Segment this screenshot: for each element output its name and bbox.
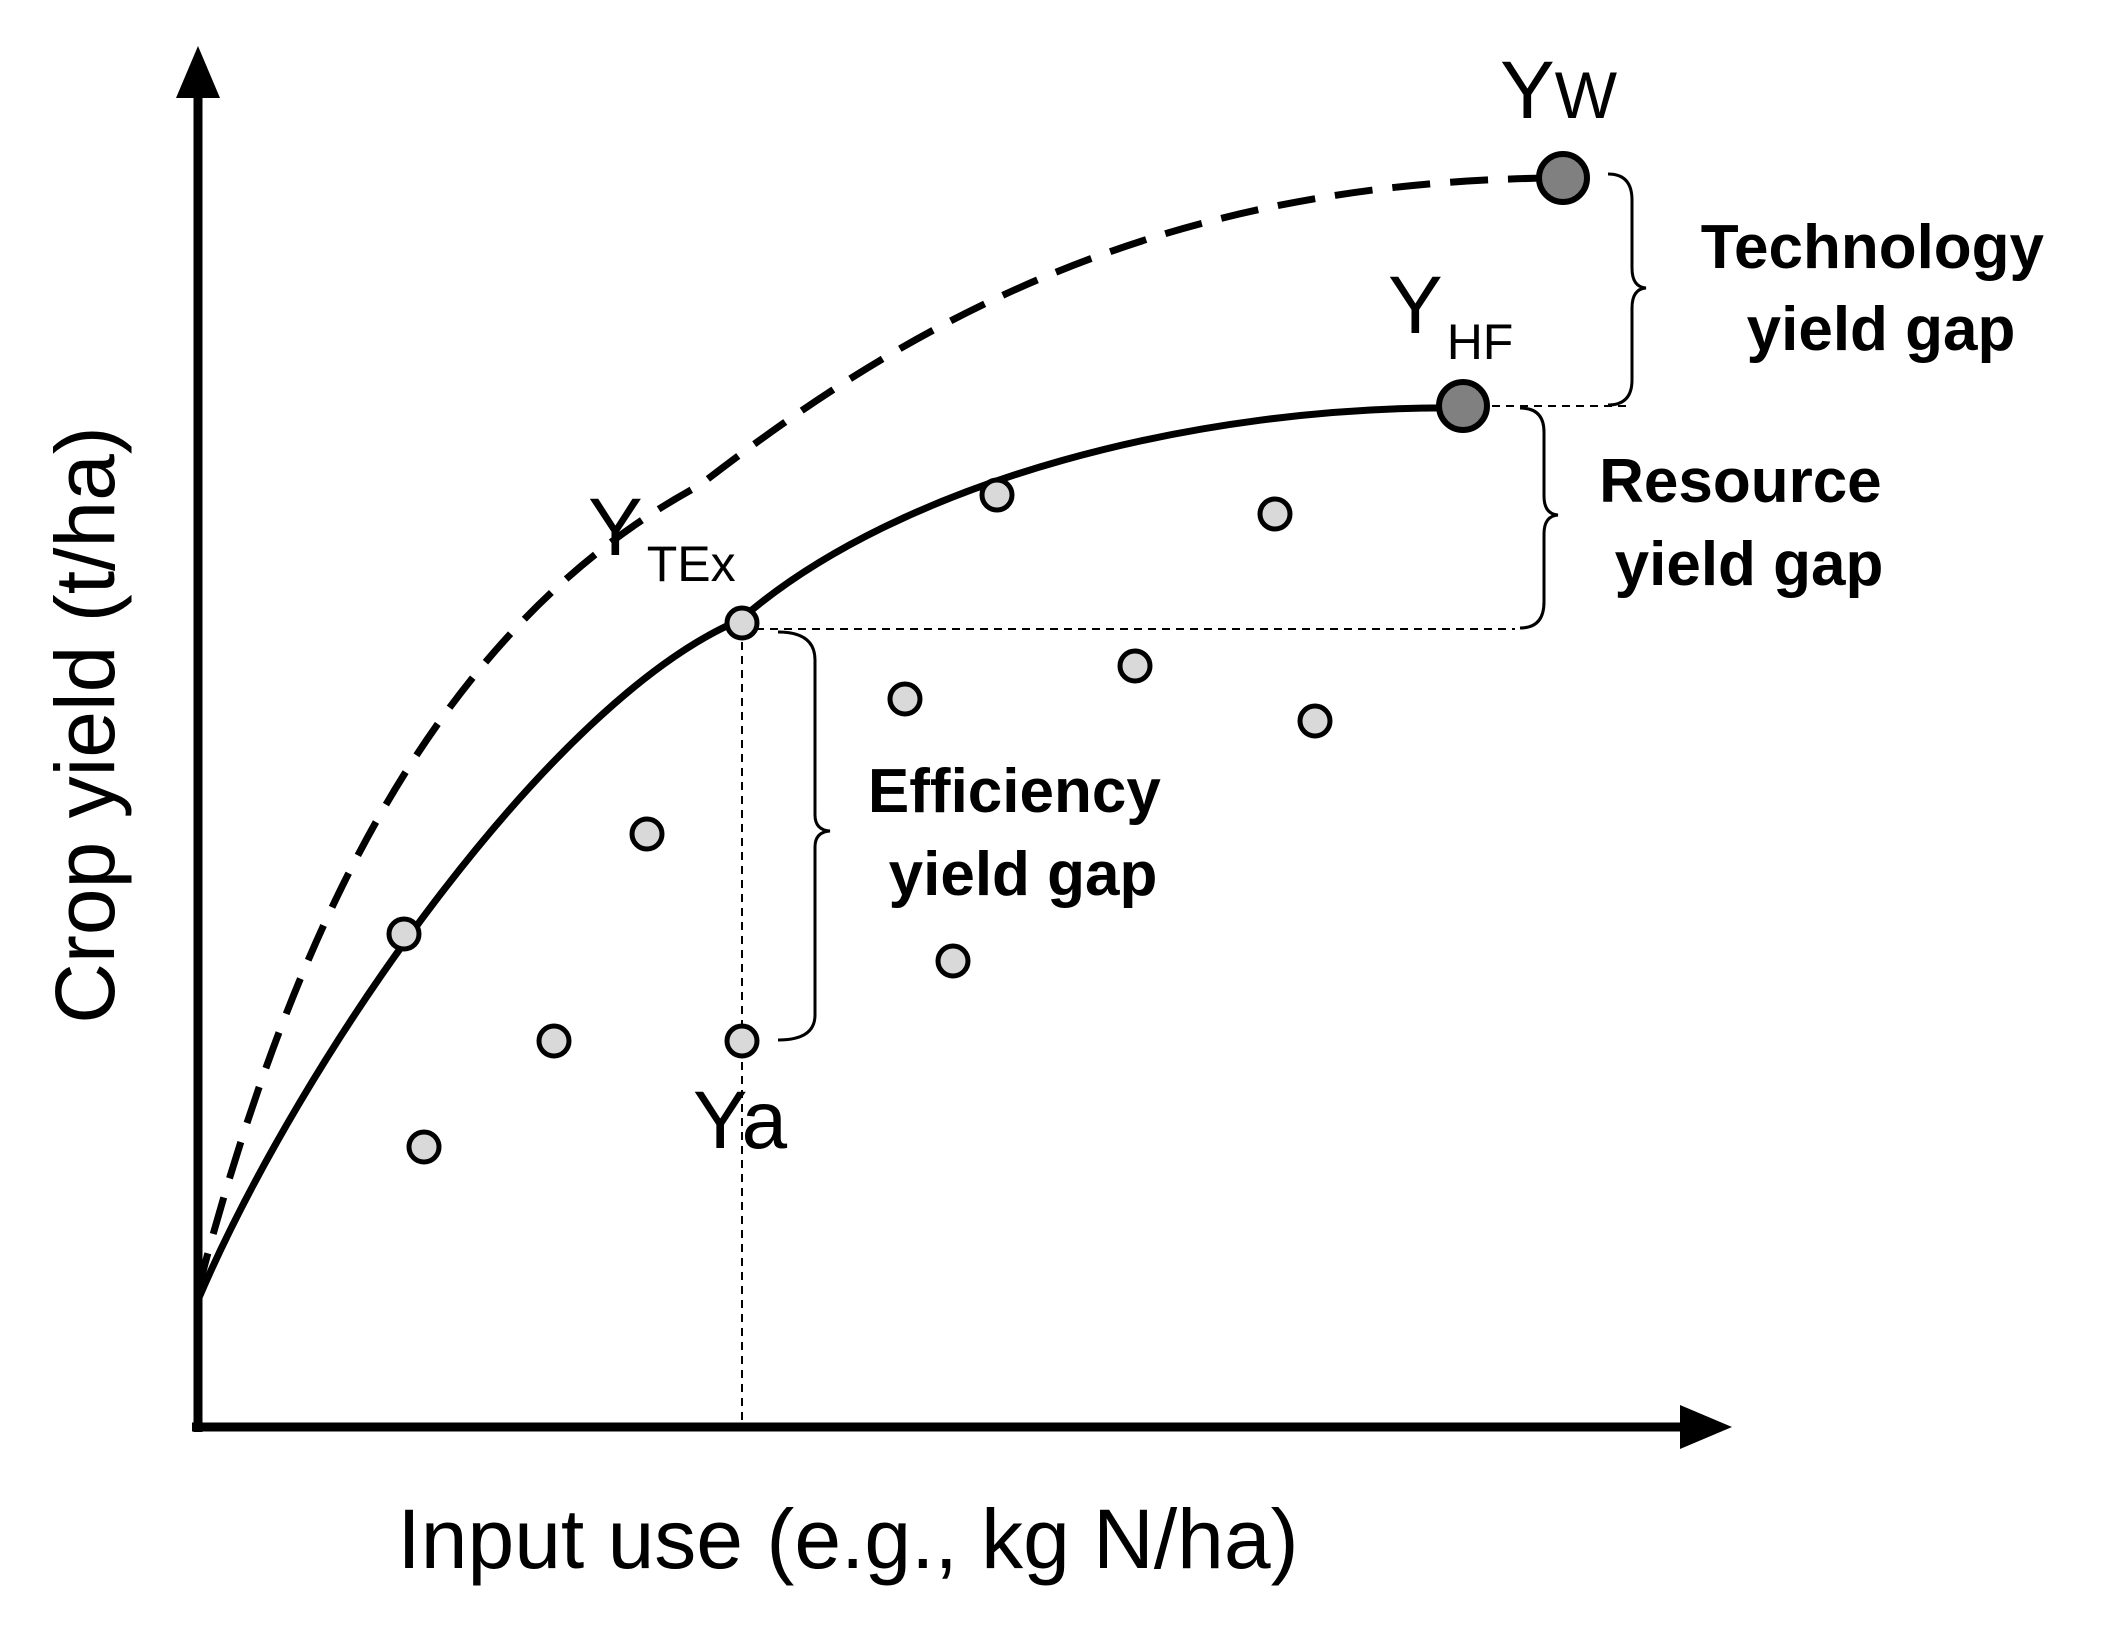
farm-point [386,916,422,952]
ytex-label-sub: TEx [647,536,736,592]
farm-point [536,1023,572,1059]
yw-label-sub: W [1555,58,1618,132]
farm-point [979,477,1015,513]
ya-point [724,1023,760,1059]
yw-label-main: Y [1500,45,1555,136]
farm-point [1297,703,1333,739]
resource-gap-label-line1: Resource [1599,447,1882,516]
y-axis-arrowhead [176,46,220,98]
efficiency-gap-label-line1: Efficiency [868,757,1161,826]
ytex-label: YTEx [588,482,736,592]
guide-lines [741,405,1632,1427]
farm-point [629,816,665,852]
farm-point [1257,496,1293,532]
ytex-label-main: Y [588,482,643,573]
technology-gap-label-line1: Technology [1701,213,2045,282]
yhf-label: YHF [1388,260,1513,370]
yw-label: YW [1500,45,1618,136]
resource-gap-label-line2: yield gap [1615,530,1884,599]
resource-gap-brace [1519,406,1559,630]
x-axis-title: Input use (e.g., kg N/ha) [397,1492,1298,1586]
farm-point [935,943,971,979]
y-axis-title: Crop yield (t/ha) [38,426,132,1024]
efficiency-gap-brace [777,630,831,1042]
technology-gap-label-line2: yield gap [1747,295,2016,364]
x-axis-arrowhead [1680,1405,1732,1449]
ytex-point [724,605,760,641]
axes [176,46,1732,1449]
resource-gap-label: Resource yield gap [1599,447,1899,599]
yhf-point [1436,379,1490,433]
water-limited-potential-curve [194,174,1561,1291]
technology-gap-label: Technology yield gap [1701,213,2062,364]
farm-point [406,1129,442,1165]
yhf-label-sub: HF [1447,314,1514,370]
ya-label: Ya [693,1075,788,1166]
farm-points [386,477,1333,1165]
technology-gap-brace [1607,172,1647,407]
yhf-label-main: Y [1388,260,1443,351]
yw-point [1536,151,1590,205]
farm-point [887,681,923,717]
efficiency-gap-label: Efficiency yield gap [868,757,1178,909]
farm-point [1117,648,1153,684]
efficiency-gap-label-line2: yield gap [889,840,1158,909]
highest-farm-yield-curve [194,404,1461,1302]
